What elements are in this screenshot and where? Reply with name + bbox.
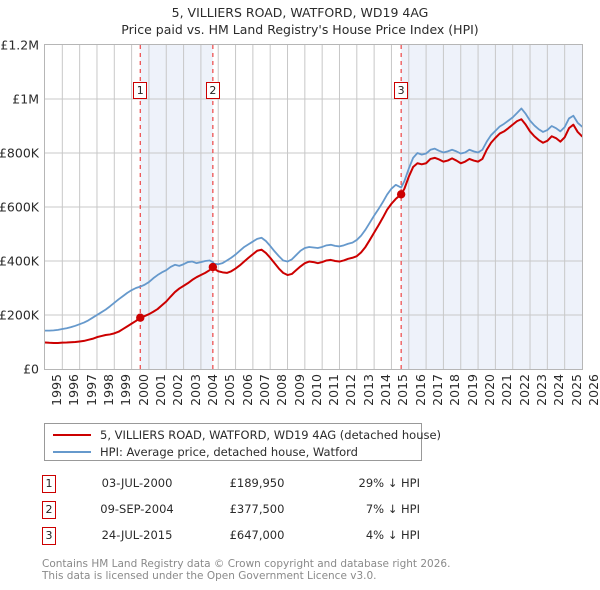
x-axis-tick-label: 2003 xyxy=(187,374,203,406)
x-axis-tick-label: 2026 xyxy=(586,374,600,406)
transaction-badge-3: 3 xyxy=(42,527,56,545)
x-axis-tick-label: 2021 xyxy=(499,374,515,406)
transaction-price-2: £377,500 xyxy=(229,502,285,516)
transaction-hpi-delta-3: 4% ↓ HPI xyxy=(365,528,420,542)
table-row: 2 09-SEP-2004 £377,500 7% ↓ HPI xyxy=(42,498,462,524)
x-axis-tick-label: 2010 xyxy=(308,374,324,406)
transaction-point-2 xyxy=(208,262,218,272)
page-title: 5, VILLIERS ROAD, WATFORD, WD19 4AG xyxy=(171,5,429,20)
x-axis-tick-label: 2019 xyxy=(464,374,480,406)
series-line-property xyxy=(45,118,582,344)
y-axis-tick-label: £800K xyxy=(0,145,39,161)
x-axis-tick-label: 2005 xyxy=(222,374,238,406)
x-axis-tick-label: 2012 xyxy=(343,374,359,406)
table-row: 3 24-JUL-2015 £647,000 4% ↓ HPI xyxy=(42,524,462,550)
x-axis-tick-label: 2001 xyxy=(152,374,168,406)
y-axis-labels: £0 £200K £400K £600K £800K £1M £1.2M xyxy=(0,38,42,377)
x-axis-tick-label: 1996 xyxy=(66,374,82,406)
x-axis-tick-label: 2022 xyxy=(516,374,532,406)
x-axis-tick-label: 2024 xyxy=(551,374,567,406)
price-history-chart xyxy=(44,44,583,370)
x-axis-tick-label: 2008 xyxy=(274,374,290,406)
x-axis-tick-label: 2007 xyxy=(256,374,272,406)
x-axis-tick-label: 2006 xyxy=(239,374,255,406)
transaction-point-1 xyxy=(136,313,145,322)
x-axis-tick-label: 2025 xyxy=(568,374,584,406)
chart-canvas xyxy=(45,45,582,369)
transaction-date-2: 09-SEP-2004 xyxy=(100,502,174,516)
page-subtitle: Price paid vs. HM Land Registry's House … xyxy=(121,22,479,37)
transactions-table: 1 03-JUL-2000 £189,950 29% ↓ HPI 2 09-SE… xyxy=(42,472,462,550)
legend-label-property: 5, VILLIERS ROAD, WATFORD, WD19 4AG (det… xyxy=(100,427,442,442)
legend-swatch-property xyxy=(53,433,91,436)
chart-legend: 5, VILLIERS ROAD, WATFORD, WD19 4AG (det… xyxy=(44,423,441,461)
x-axis-tick-label: 2009 xyxy=(291,374,307,406)
x-axis-tick-label: 2014 xyxy=(378,374,394,406)
x-axis-tick-label: 2023 xyxy=(534,374,550,406)
y-axis-tick-label: £1M xyxy=(12,91,39,107)
chart-marker-1: 1 xyxy=(133,82,148,99)
legend-item-property: 5, VILLIERS ROAD, WATFORD, WD19 4AG (det… xyxy=(53,426,441,443)
x-axis-tick-label: 2015 xyxy=(395,374,411,406)
x-axis-tick-label: 1995 xyxy=(49,374,64,406)
title-block: 5, VILLIERS ROAD, WATFORD, WD19 4AG Pric… xyxy=(0,4,600,38)
x-axis-tick-label: 2017 xyxy=(430,374,446,406)
x-axis-tick-label: 1998 xyxy=(100,374,116,406)
transaction-date-3: 24-JUL-2015 xyxy=(101,528,173,542)
y-axis-tick-label: £0 xyxy=(23,361,39,377)
legend-label-hpi: HPI: Average price, detached house, Watf… xyxy=(100,444,358,459)
transaction-price-1: £189,950 xyxy=(229,476,285,490)
x-axis-tick-label: 2013 xyxy=(360,374,376,406)
transaction-badge-2: 2 xyxy=(42,501,56,519)
x-axis-tick-label: 2000 xyxy=(135,374,151,406)
x-axis-tick-label: 1997 xyxy=(83,374,99,406)
y-axis-tick-label: £1.2M xyxy=(0,37,39,53)
x-axis-tick-label: 2011 xyxy=(326,374,342,406)
transaction-hpi-delta-1: 29% ↓ HPI xyxy=(358,476,420,490)
footer-line-1: Contains HM Land Registry data © Crown c… xyxy=(42,558,451,570)
x-axis-tick-label: 1999 xyxy=(118,374,134,406)
transaction-badge-1: 1 xyxy=(42,475,56,493)
series-line-hpi xyxy=(45,107,582,332)
x-axis-tick-label: 2002 xyxy=(170,374,186,406)
footer-attribution: Contains HM Land Registry data © Crown c… xyxy=(42,558,582,582)
chart-marker-3: 3 xyxy=(394,82,409,99)
y-axis-tick-label: £400K xyxy=(0,253,39,269)
transaction-point-3 xyxy=(396,190,406,199)
transaction-price-3: £647,000 xyxy=(229,528,285,542)
x-axis-tick-label: 2004 xyxy=(204,374,220,406)
transaction-hpi-delta-2: 7% ↓ HPI xyxy=(365,502,420,516)
legend-item-hpi: HPI: Average price, detached house, Watf… xyxy=(53,443,358,460)
footer-line-2: This data is licensed under the Open Gov… xyxy=(42,570,377,582)
transaction-date-1: 03-JUL-2000 xyxy=(101,476,173,490)
x-axis-labels: 1995 1996 1997 1998 1999 2000 2001 2002 2003 2004… xyxy=(0,372,600,420)
x-axis-tick-label: 2016 xyxy=(412,374,428,406)
chart-marker-2: 2 xyxy=(205,82,220,99)
y-axis-tick-label: £600K xyxy=(0,199,39,215)
y-axis-tick-label: £200K xyxy=(0,307,39,323)
legend-swatch-hpi xyxy=(53,450,91,453)
table-row: 1 03-JUL-2000 £189,950 29% ↓ HPI xyxy=(42,472,462,498)
x-axis-tick-label: 2020 xyxy=(482,374,498,406)
x-axis-tick-label: 2018 xyxy=(447,374,463,406)
